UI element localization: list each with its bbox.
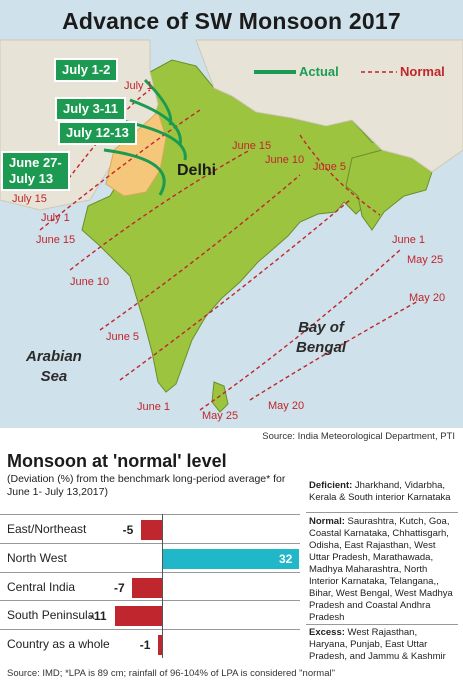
normal-lines: [39, 89, 421, 411]
side-divider: [306, 624, 458, 625]
bar-row: South Peninsula -11: [0, 600, 300, 629]
normal-label: June 10: [70, 276, 110, 288]
normal-label: June 1: [392, 234, 426, 246]
normal-label: June 15: [232, 140, 272, 152]
bar-category-label: East/Northeast: [7, 522, 87, 536]
side-note-excess: Excess: West Rajasthan, Haryana, Punjab,…: [309, 627, 457, 663]
side-note-label: Excess:: [309, 627, 345, 638]
bar-category-label: Country as a whole: [7, 637, 110, 652]
actual-tag-june-27-july-13: June 27- July 13: [1, 151, 70, 191]
monsoon-map: Advance of SW Monsoon 2017 Actual Normal…: [0, 0, 463, 428]
bar-row: Country as a whole -1: [0, 629, 300, 658]
bar: [140, 520, 162, 540]
normal-label: June 1: [137, 401, 171, 413]
sri-lanka: [211, 381, 229, 413]
normal-label: May 20: [268, 400, 305, 412]
side-note-normal: Normal: Saurashtra, Kutch, Goa, Coastal …: [309, 516, 457, 624]
map-title: Advance of SW Monsoon 2017: [62, 8, 401, 34]
city-label-delhi: Delhi: [177, 162, 217, 179]
bar-row: North West 32: [0, 542, 300, 572]
side-divider: [306, 512, 458, 513]
bar: [114, 606, 162, 627]
bar-value-label: -1: [139, 638, 151, 653]
bar: [157, 635, 162, 656]
sea-label-bengal: Bay of Bengal: [296, 319, 347, 356]
bar-value-label: 32: [279, 551, 293, 566]
bar-category-label: Central India: [7, 579, 76, 594]
normal-label: June 15: [36, 234, 76, 246]
actual-tag-july-1-2: July 1-2: [54, 58, 119, 82]
normal-label: May 25: [407, 254, 444, 266]
footnote: Source: IMD; *LPA is 89 cm; rainfall of …: [7, 668, 335, 679]
zero-axis: [162, 514, 163, 658]
side-note-label: Deficient:: [309, 480, 353, 491]
normal-label: July 1: [124, 80, 153, 92]
normal-label: June 5: [313, 161, 347, 173]
section-title: Monsoon at 'normal' level: [7, 451, 227, 471]
side-note-deficient: Deficient: Jharkhand, Vidarbha, Kerala &…: [309, 480, 457, 504]
bar-category-label: North West: [7, 550, 67, 565]
bar-category-label: South Peninsula: [7, 608, 95, 623]
bar-value-label: -11: [89, 609, 107, 624]
sea-label-arabian: Arabian Sea: [26, 348, 82, 385]
side-note-text: Jharkhand, Vidarbha, Kerala & South inte…: [309, 480, 451, 503]
map-source: Source: India Meteorological Department,…: [262, 431, 455, 442]
legend-actual-label: Actual: [299, 64, 339, 79]
bar-value-label: -5: [122, 523, 134, 537]
side-note-label: Normal:: [309, 516, 345, 527]
section-subtitle: (Deviation (%) from the benchmark long-p…: [7, 473, 286, 498]
normal-label: June 5: [106, 331, 140, 343]
normal-label: June 10: [265, 154, 305, 166]
legend-normal-label: Normal: [400, 64, 445, 79]
side-note-text: Saurashtra, Kutch, Goa, Coastal Karnatak…: [309, 516, 453, 623]
actual-tag-july-3-11: July 3-11: [55, 97, 126, 121]
bar-row: East/Northeast -5: [0, 514, 300, 543]
bar-value-label: -7: [114, 580, 125, 595]
normal-label: May 25: [202, 410, 239, 422]
normal-label: May 20: [409, 292, 446, 304]
actual-tag-july-12-13: July 12-13: [58, 121, 137, 145]
normal-label: July 1: [41, 212, 70, 224]
bar: [162, 548, 299, 569]
side-note-text: West Rajasthan, Haryana, Punjab, East Ut…: [309, 627, 446, 662]
bar-row: Central India -7: [0, 571, 300, 601]
deviation-bar-chart: East/Northeast -5 North West 32 Central Indi…: [0, 514, 300, 658]
normal-label: July 15: [12, 193, 47, 205]
bar: [132, 577, 162, 598]
